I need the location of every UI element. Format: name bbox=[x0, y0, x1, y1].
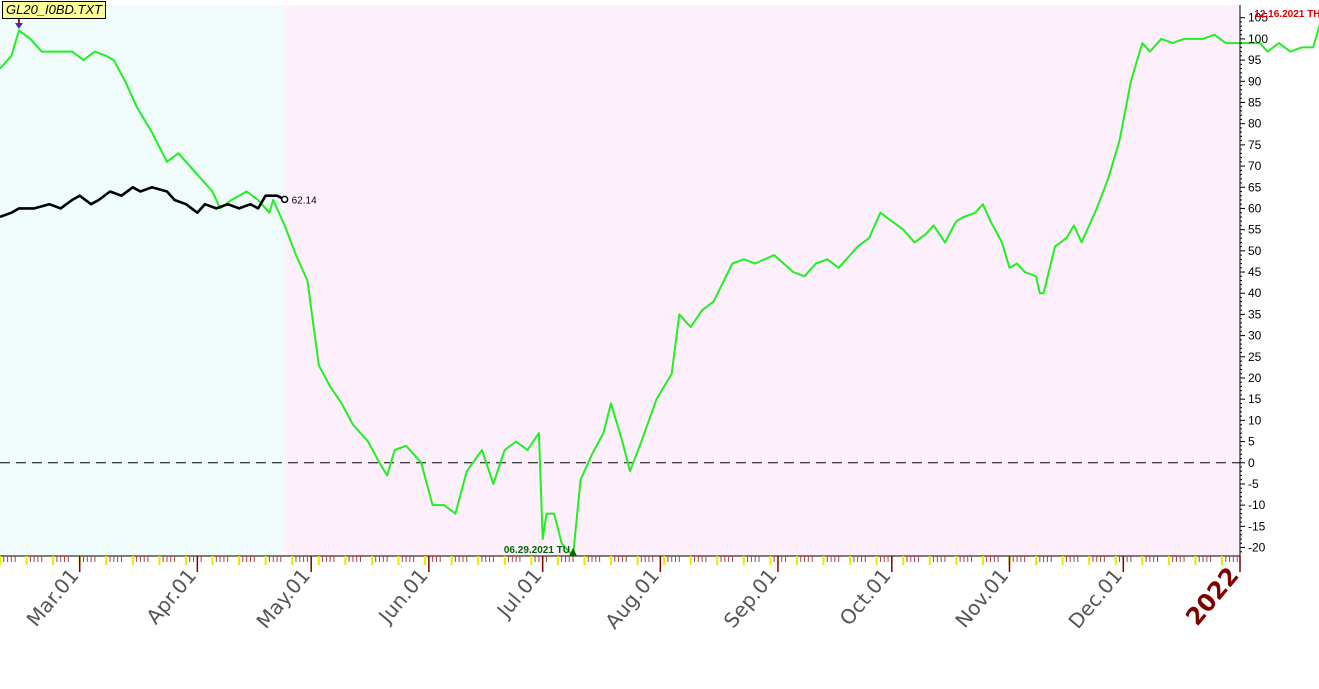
shaded-region-1 bbox=[284, 5, 1240, 556]
shaded-region-0 bbox=[0, 5, 285, 556]
low-date-label: 06.29.2021 TU bbox=[504, 545, 570, 556]
y-tick-label: 90 bbox=[1248, 74, 1262, 88]
y-tick-label: 70 bbox=[1248, 159, 1262, 173]
y-tick-label: 15 bbox=[1248, 392, 1262, 406]
y-tick-label: -15 bbox=[1248, 519, 1266, 533]
last-value-label: 62.14 bbox=[292, 195, 317, 206]
background-regions bbox=[0, 5, 1240, 556]
y-tick-label: 80 bbox=[1248, 117, 1262, 131]
y-tick-label: 5 bbox=[1248, 435, 1255, 449]
series-lines bbox=[0, 24, 1319, 557]
y-tick-label: 50 bbox=[1248, 244, 1262, 258]
x-tick-label: Aug.01 bbox=[600, 564, 664, 634]
y-tick-label: 10 bbox=[1248, 413, 1262, 427]
y-tick-label: -10 bbox=[1248, 498, 1266, 512]
y-tick-label: 20 bbox=[1248, 371, 1262, 385]
y-tick-label: 65 bbox=[1248, 180, 1262, 194]
y-tick-label: 85 bbox=[1248, 95, 1262, 109]
high-date-label: 12.16.2021 TH bbox=[1254, 9, 1319, 20]
x-tick-label: May.01 bbox=[251, 564, 315, 633]
series-line-0 bbox=[0, 24, 1319, 557]
y-tick-label: 0 bbox=[1248, 456, 1255, 470]
x-tick-label: Oct.01 bbox=[835, 564, 896, 630]
x-tick-label: Nov.01 bbox=[950, 564, 1013, 633]
start-marker bbox=[14, 23, 23, 29]
x-tick-label: Sep.01 bbox=[719, 564, 782, 633]
y-tick-label: 45 bbox=[1248, 265, 1262, 279]
low-marker bbox=[569, 548, 578, 556]
y-tick-label: -5 bbox=[1248, 477, 1259, 491]
y-tick-label: 25 bbox=[1248, 350, 1262, 364]
y-tick-label: -20 bbox=[1248, 541, 1266, 555]
y-tick-label: 105 bbox=[1248, 11, 1268, 25]
y-tick-label: 95 bbox=[1248, 53, 1262, 67]
y-tick-label: 75 bbox=[1248, 138, 1262, 152]
y-tick-label: 100 bbox=[1248, 32, 1268, 46]
x-tick-label: Jun.01 bbox=[372, 564, 432, 629]
series-end-marker bbox=[280, 195, 289, 204]
y-tick-label: 55 bbox=[1248, 223, 1262, 237]
x-tick-label: 2022 bbox=[1180, 562, 1244, 631]
x-tick-label: Mar.01 bbox=[22, 564, 84, 631]
y-tick-label: 35 bbox=[1248, 307, 1262, 321]
chart-title: GL20_I0BD.TXT bbox=[2, 1, 107, 19]
series-line-1 bbox=[0, 186, 286, 219]
x-tick-label: Dec.01 bbox=[1063, 564, 1127, 633]
x-tick-label: Jul.01 bbox=[491, 564, 547, 624]
y-tick-label: 30 bbox=[1248, 329, 1262, 343]
x-tick-label: Apr.01 bbox=[141, 564, 201, 629]
y-tick-label: 60 bbox=[1248, 201, 1262, 215]
y-tick-label: 40 bbox=[1248, 286, 1262, 300]
